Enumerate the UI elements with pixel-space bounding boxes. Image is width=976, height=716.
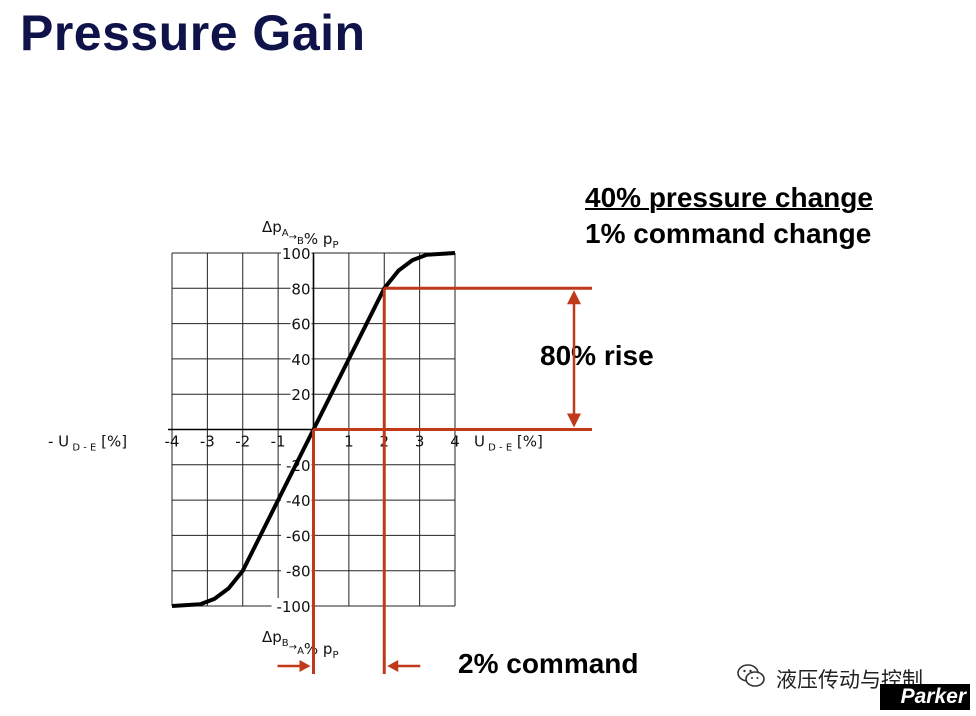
ratio-denominator: 1% command change — [585, 218, 872, 249]
y-tick-label: 80 — [291, 280, 310, 298]
x-tick-label: -2 — [235, 433, 250, 451]
x-tick-label: -1 — [271, 433, 286, 451]
rise-callout: 80% rise — [540, 340, 654, 371]
y-tick-label: -60 — [286, 527, 311, 545]
y-tick-label-bg — [281, 527, 312, 544]
ratio-numerator: 40% pressure change — [585, 182, 873, 213]
y-tick-label-bg — [290, 350, 312, 367]
y-tick-label-bg — [271, 598, 312, 614]
page-title: Pressure Gain — [20, 5, 366, 61]
y-tick-label: -40 — [286, 492, 311, 510]
x-axis-label-right: U D - E [%] — [474, 433, 543, 454]
y-axis-label-bottom: ΔpB→A% pP — [262, 628, 338, 661]
y-tick-label: -80 — [286, 563, 311, 581]
y-axis-label-top: ΔpA→B% pP — [262, 218, 338, 251]
x-tick-label: 3 — [415, 433, 425, 451]
y-tick-label: 40 — [291, 351, 310, 369]
command-arrow-right-head — [387, 660, 399, 672]
y-tick-label-bg — [290, 280, 312, 297]
y-tick-label: -100 — [276, 598, 310, 616]
parker-logo: Parker — [880, 684, 970, 710]
y-tick-label-bg — [281, 492, 312, 509]
x-axis-label-left: - U D - E [%] — [48, 433, 127, 454]
y-tick-label: 20 — [291, 386, 310, 404]
y-tick-label: 60 — [291, 316, 310, 334]
command-arrow-left-head — [299, 660, 311, 672]
x-tick-label: 1 — [344, 433, 354, 451]
rise-arrow-head-up — [567, 290, 581, 305]
x-tick-label: -3 — [200, 433, 215, 451]
rise-arrow-head-down — [567, 413, 581, 428]
x-tick-label: -4 — [165, 433, 180, 451]
y-tick-label-bg — [290, 386, 312, 403]
wechat-icon — [737, 664, 765, 687]
gain-ratio: 40% pressure change 1% command change — [585, 180, 873, 252]
y-tick-label-bg — [290, 315, 312, 332]
command-callout: 2% command — [458, 648, 639, 679]
x-tick-label: 4 — [450, 433, 460, 451]
y-tick-label: 100 — [282, 245, 311, 263]
y-tick-label-bg — [281, 245, 312, 261]
y-tick-label-bg — [281, 562, 312, 579]
